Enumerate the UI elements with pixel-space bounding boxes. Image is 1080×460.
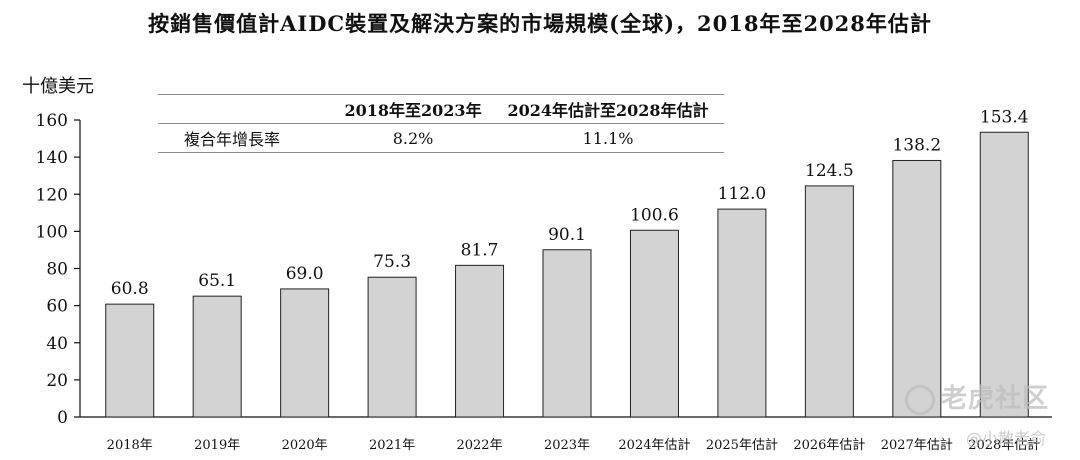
- data-label: 81.7: [461, 240, 499, 260]
- y-tick-label: 120: [36, 185, 68, 205]
- x-tick-label: 2026年估計: [793, 437, 865, 453]
- x-tick-label: 2021年: [369, 438, 415, 453]
- data-label: 90.1: [548, 225, 586, 245]
- bars: [105, 131, 1029, 418]
- bar: [979, 131, 1029, 418]
- y-tick-label: 100: [36, 222, 68, 242]
- bar: [804, 185, 854, 418]
- x-tick-label: 2027年估計: [881, 437, 953, 453]
- cagr-table-header-row: 2018年至2023年 2024年估計至2028年估計: [158, 94, 724, 124]
- data-label: 124.5: [805, 161, 854, 181]
- y-axis-unit-label: 十億美元: [22, 76, 94, 97]
- bar: [105, 303, 155, 418]
- data-label: 60.8: [111, 279, 149, 299]
- value-labels: 60.8 65.1 69.0 75.3 81.7 90.1 100.6 112.0 124.5 1…: [111, 107, 1029, 299]
- cagr-table-row: 複合年增長率 8.2% 11.1%: [158, 123, 724, 153]
- platform-watermark: 老虎社区: [905, 378, 1049, 415]
- y-tick-label: 160: [36, 111, 68, 131]
- axes: 0 20 40 60 80 100 120 140 160 2018年 2019年 2020年 2021…: [36, 111, 1052, 453]
- bar: [280, 288, 330, 418]
- cagr-value-period-2: 11.1%: [492, 123, 724, 153]
- data-label: 65.1: [198, 271, 236, 291]
- data-label: 153.4: [980, 107, 1029, 127]
- x-tick-label: 2019年: [194, 438, 240, 453]
- author-watermark: @小散老俞: [966, 429, 1047, 448]
- y-tick-label: 60: [46, 297, 68, 317]
- bar: [717, 208, 767, 418]
- data-label: 69.0: [286, 264, 324, 284]
- cagr-table: 2018年至2023年 2024年估計至2028年估計 複合年增長率 8.2% …: [158, 94, 724, 153]
- x-tick-label: 2020年: [282, 438, 328, 453]
- bar: [892, 159, 942, 418]
- data-label: 138.2: [892, 135, 941, 155]
- data-label: 112.0: [718, 184, 767, 204]
- cagr-header-period-1: 2018年至2023年: [334, 94, 493, 124]
- y-tick-label: 20: [46, 371, 68, 391]
- bar: [455, 264, 505, 418]
- bar: [192, 295, 242, 418]
- bar: [629, 229, 679, 418]
- y-tick-label: 140: [36, 148, 68, 168]
- x-tick-label: 2023年: [544, 438, 590, 453]
- x-tick-label: 2022年: [456, 438, 502, 453]
- data-label: 100.6: [630, 205, 679, 225]
- cagr-header-empty: [158, 94, 334, 124]
- y-tick-label: 40: [46, 334, 68, 354]
- bar: [542, 249, 592, 418]
- y-tick-label: 0: [57, 408, 68, 428]
- x-tick-label: 2024年估計: [618, 437, 690, 453]
- cagr-header-period-2: 2024年估計至2028年估計: [492, 94, 724, 124]
- cagr-value-period-1: 8.2%: [334, 123, 493, 153]
- x-tick-label: 2018年: [107, 438, 153, 453]
- platform-watermark-text: 老虎社区: [941, 384, 1050, 414]
- bar: [367, 276, 417, 418]
- platform-logo-icon: [905, 384, 935, 415]
- cagr-row-label: 複合年增長率: [158, 123, 334, 153]
- x-tick-label: 2025年估計: [706, 437, 778, 453]
- chart-title: 按銷售價值計AIDC裝置及解決方案的市場規模(全球)，2018年至2028年估計: [148, 11, 932, 36]
- data-label: 75.3: [373, 252, 411, 272]
- y-tick-label: 80: [46, 260, 68, 280]
- x-tick-label: 2028年估計: [968, 437, 1040, 453]
